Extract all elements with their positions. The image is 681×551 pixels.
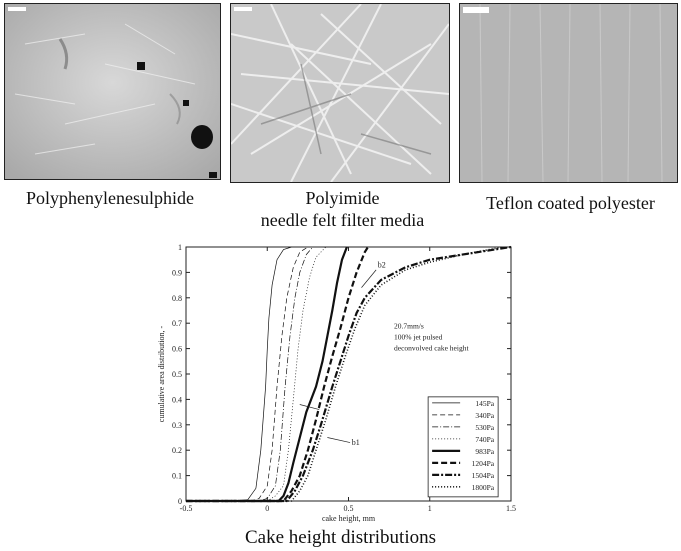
point-label-b2: b2 xyxy=(378,260,386,269)
y-tick-label: 0.7 xyxy=(172,319,182,328)
legend-label: 1504Pa xyxy=(472,471,495,480)
annotation-line: deconvolved cake height xyxy=(394,343,469,352)
annotation-line: 100% jet pulsed xyxy=(394,332,443,341)
legend-label: 1204Pa xyxy=(472,459,495,468)
series-line-145Pa xyxy=(186,246,292,502)
point-label-b1: b1 xyxy=(352,438,360,447)
x-tick-label: 1.5 xyxy=(506,504,516,513)
arrow-b2 xyxy=(361,269,377,288)
caption-polyimide: Polyimide needle felt filter media xyxy=(260,188,425,230)
y-tick-label: 1 xyxy=(178,243,182,252)
x-tick-label: 0 xyxy=(265,504,269,513)
x-tick-label: -0.5 xyxy=(180,504,193,513)
cake-height-chart: -0.5 0 0.5 1 1.500.10.20.30.40.50.60.70.80.9… xyxy=(157,243,516,523)
legend-label: 983Pa xyxy=(475,447,494,456)
x-axis-label: cake height, mm xyxy=(322,514,376,523)
legend-label: 145Pa xyxy=(475,399,494,408)
y-tick-label: 0.8 xyxy=(172,294,182,303)
series-line-1800Pa xyxy=(186,246,504,502)
y-tick-label: 0.4 xyxy=(172,395,182,404)
y-tick-label: 0.5 xyxy=(172,370,182,379)
series-line-530Pa xyxy=(186,246,314,502)
series-line-740Pa xyxy=(186,246,327,502)
annotation-line: 20.7mm/s xyxy=(394,321,424,330)
series-line-1204Pa xyxy=(186,246,369,503)
series-line-340Pa xyxy=(186,246,309,502)
y-tick-label: 0.6 xyxy=(172,345,182,354)
legend-label: 340Pa xyxy=(475,411,494,420)
legend-label: 740Pa xyxy=(475,435,494,444)
x-tick-label: 1 xyxy=(428,504,432,513)
y-tick-label: 0.9 xyxy=(172,268,182,277)
photo-polyphenylenesulphide xyxy=(4,3,221,180)
legend-label: 1800Pa xyxy=(472,483,495,492)
arrow-b1 xyxy=(327,437,351,443)
series-line-1504Pa xyxy=(186,245,512,503)
y-tick-label: 0.3 xyxy=(172,421,182,430)
y-tick-label: 0 xyxy=(178,497,182,506)
caption-teflon-coated-polyester: Teflon coated polyester xyxy=(486,193,655,213)
legend-label: 530Pa xyxy=(475,423,494,432)
arrow-left xyxy=(299,404,320,410)
caption-polyphenylenesulphide: Polyphenylenesulphide xyxy=(26,188,194,208)
y-tick-label: 0.2 xyxy=(172,446,182,455)
series-line-983Pa xyxy=(186,246,348,503)
x-tick-label: 0.5 xyxy=(344,504,354,513)
y-axis-label: cumulative area distribution, - xyxy=(157,325,166,422)
photo-polyimide xyxy=(230,3,450,183)
legend-box xyxy=(427,396,499,498)
bottom-caption: Cake height distributions xyxy=(244,527,437,548)
photo-teflon-coated-polyester xyxy=(459,3,678,183)
y-tick-label: 0.1 xyxy=(172,472,182,481)
